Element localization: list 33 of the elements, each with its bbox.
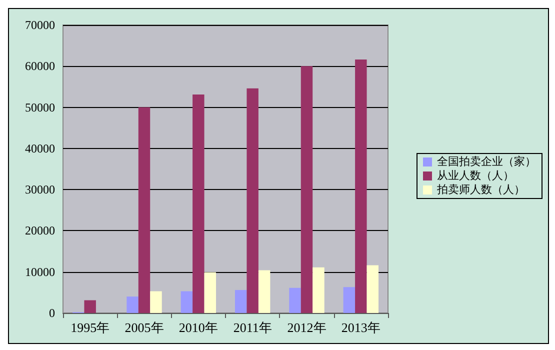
bar — [355, 60, 367, 313]
bar — [258, 270, 270, 313]
y-tick-label: 40000 — [25, 141, 55, 156]
bar — [246, 88, 258, 313]
legend-label: 拍卖师人数（人） — [436, 183, 525, 196]
y-tick-label: 10000 — [25, 264, 55, 279]
bar — [343, 287, 356, 313]
bar — [300, 66, 313, 313]
bar — [180, 291, 193, 313]
x-tick-label: 2013年 — [341, 320, 380, 335]
x-tick-label: 2005年 — [124, 320, 164, 335]
bar — [126, 296, 138, 313]
x-tick-label: 2011年 — [233, 320, 272, 335]
bar — [312, 267, 324, 313]
y-tick-label: 60000 — [25, 59, 55, 74]
x-tick-label: 1995年 — [70, 320, 110, 335]
y-tick-label: 70000 — [25, 18, 55, 32]
legend-label: 全国拍卖企业（家） — [437, 155, 536, 168]
bar — [138, 107, 150, 313]
bar — [234, 290, 247, 313]
bar — [366, 265, 379, 313]
bar — [204, 272, 216, 313]
bar — [289, 288, 301, 313]
y-tick-label: 0 — [49, 306, 55, 320]
bar — [150, 291, 162, 313]
y-tick-label: 30000 — [25, 182, 55, 197]
y-tick-label: 50000 — [25, 100, 55, 114]
legend-label: 从业人数（人） — [437, 169, 514, 182]
bar — [192, 94, 204, 313]
x-tick-label: 2010年 — [178, 320, 218, 335]
x-tick-label: 2012年 — [287, 320, 326, 335]
y-tick-label: 20000 — [25, 224, 55, 238]
bar — [84, 300, 96, 313]
